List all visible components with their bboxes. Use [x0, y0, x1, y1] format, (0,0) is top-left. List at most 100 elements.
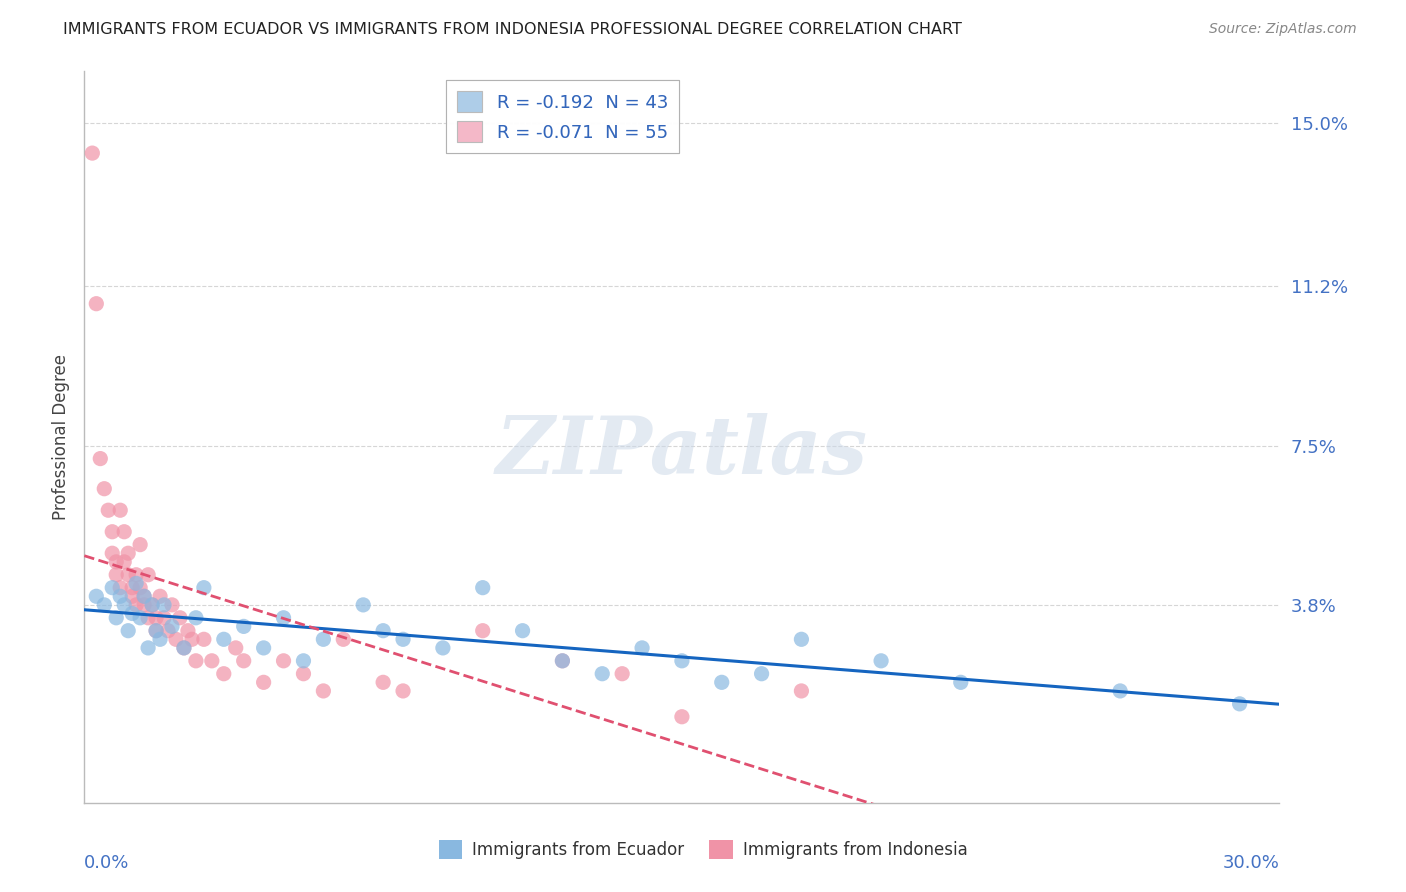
Point	[193, 632, 215, 647]
Point	[86, 589, 108, 603]
Point	[591, 666, 613, 681]
Point	[153, 598, 176, 612]
Point	[136, 640, 159, 655]
Point	[292, 666, 315, 681]
Point	[392, 684, 415, 698]
Point	[671, 710, 693, 724]
Point	[145, 624, 167, 638]
Point	[273, 611, 295, 625]
Point	[110, 503, 132, 517]
Point	[173, 640, 195, 655]
Text: 0.0%: 0.0%	[84, 854, 129, 872]
Point	[193, 581, 215, 595]
Point	[373, 624, 395, 638]
Text: IMMIGRANTS FROM ECUADOR VS IMMIGRANTS FROM INDONESIA PROFESSIONAL DEGREE CORRELA: IMMIGRANTS FROM ECUADOR VS IMMIGRANTS FR…	[63, 22, 962, 37]
Point	[710, 675, 733, 690]
Point	[212, 632, 235, 647]
Point	[93, 598, 115, 612]
Point	[86, 296, 108, 310]
Point	[93, 482, 115, 496]
Point	[132, 598, 156, 612]
Point	[101, 524, 124, 539]
Text: 30.0%: 30.0%	[1223, 854, 1279, 872]
Point	[129, 538, 152, 552]
Point	[110, 589, 132, 603]
Point	[201, 654, 224, 668]
Point	[790, 632, 813, 647]
Point	[129, 611, 152, 625]
Y-axis label: Professional Degree: Professional Degree	[52, 354, 70, 520]
Point	[312, 632, 335, 647]
Point	[949, 675, 972, 690]
Point	[551, 654, 574, 668]
Point	[160, 619, 183, 633]
Point	[177, 624, 200, 638]
Point	[1229, 697, 1251, 711]
Point	[101, 581, 124, 595]
Point	[392, 632, 415, 647]
Point	[145, 624, 167, 638]
Legend: Immigrants from Ecuador, Immigrants from Indonesia: Immigrants from Ecuador, Immigrants from…	[432, 833, 974, 866]
Point	[105, 567, 128, 582]
Point	[153, 611, 176, 625]
Point	[101, 546, 124, 560]
Point	[232, 654, 254, 668]
Point	[169, 611, 191, 625]
Point	[273, 654, 295, 668]
Point	[332, 632, 354, 647]
Point	[870, 654, 893, 668]
Point	[125, 598, 148, 612]
Point	[105, 555, 128, 569]
Point	[145, 611, 167, 625]
Point	[132, 589, 156, 603]
Point	[373, 675, 395, 690]
Text: Source: ZipAtlas.com: Source: ZipAtlas.com	[1209, 22, 1357, 37]
Point	[121, 589, 143, 603]
Point	[149, 632, 172, 647]
Point	[551, 654, 574, 668]
Point	[352, 598, 374, 612]
Point	[312, 684, 335, 698]
Point	[184, 654, 207, 668]
Point	[125, 567, 148, 582]
Legend: R = -0.192  N = 43, R = -0.071  N = 55: R = -0.192 N = 43, R = -0.071 N = 55	[446, 80, 679, 153]
Point	[132, 589, 156, 603]
Point	[225, 640, 247, 655]
Point	[112, 598, 135, 612]
Point	[136, 567, 159, 582]
Point	[110, 581, 132, 595]
Point	[253, 640, 276, 655]
Point	[141, 598, 163, 612]
Point	[121, 607, 143, 621]
Point	[432, 640, 454, 655]
Point	[471, 581, 494, 595]
Text: ZIPatlas: ZIPatlas	[496, 413, 868, 491]
Point	[82, 146, 104, 161]
Point	[751, 666, 773, 681]
Point	[173, 640, 195, 655]
Point	[790, 684, 813, 698]
Point	[512, 624, 534, 638]
Point	[181, 632, 204, 647]
Point	[117, 567, 139, 582]
Point	[117, 546, 139, 560]
Point	[89, 451, 111, 466]
Point	[631, 640, 654, 655]
Point	[97, 503, 120, 517]
Point	[112, 524, 135, 539]
Point	[136, 611, 159, 625]
Point	[125, 576, 148, 591]
Point	[292, 654, 315, 668]
Point	[253, 675, 276, 690]
Point	[157, 624, 180, 638]
Point	[149, 589, 172, 603]
Point	[232, 619, 254, 633]
Point	[129, 581, 152, 595]
Point	[112, 555, 135, 569]
Point	[165, 632, 187, 647]
Point	[117, 624, 139, 638]
Point	[184, 611, 207, 625]
Point	[121, 581, 143, 595]
Point	[671, 654, 693, 668]
Point	[160, 598, 183, 612]
